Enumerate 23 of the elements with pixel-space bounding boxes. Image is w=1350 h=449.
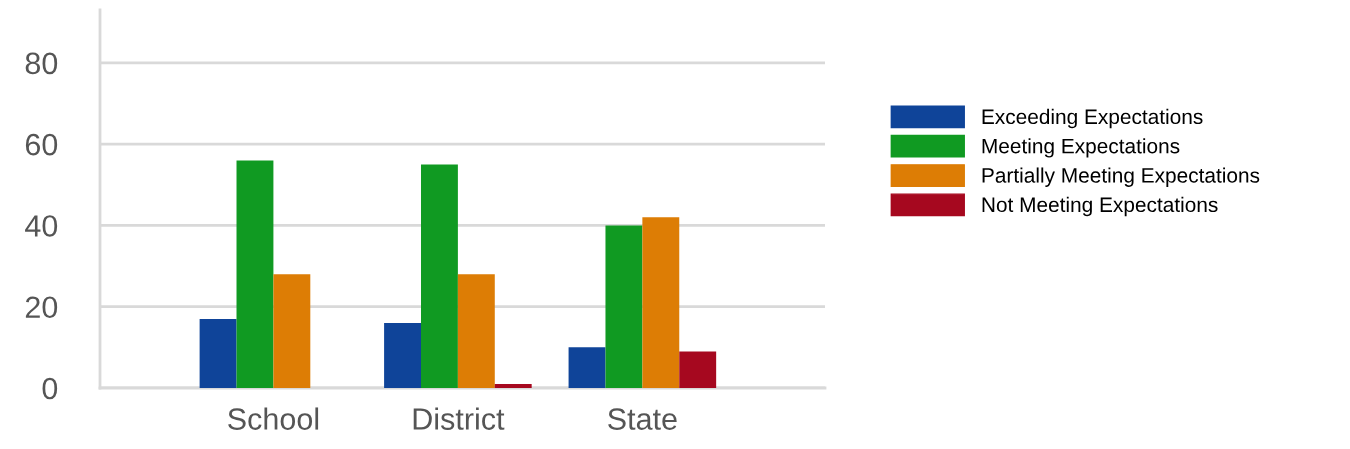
bar (568, 347, 606, 388)
legend-label: Meeting Expectations (982, 138, 1180, 158)
bar (236, 160, 274, 388)
y-tick-label: 60 (25, 133, 58, 156)
bar (420, 164, 458, 388)
y-tick-label: 40 (25, 215, 58, 237)
x-tick-label: State (608, 408, 677, 430)
bar (273, 274, 311, 388)
x-tick-label: School (228, 407, 319, 430)
x-tick-label: District (413, 407, 505, 430)
bar (199, 318, 237, 388)
y-tick-label: 0 (42, 377, 58, 400)
legend-label: Exceeding Expectations (982, 108, 1203, 129)
y-tick-label: 80 (25, 52, 58, 75)
bar (494, 383, 532, 388)
legend-label: Partially Meeting Expectations (982, 167, 1260, 187)
legend-label: Not Meeting Expectations (982, 196, 1218, 217)
y-tick-label: 20 (25, 296, 58, 319)
bar (457, 274, 495, 388)
bar (605, 225, 643, 388)
bar (384, 322, 421, 388)
bar (679, 351, 717, 388)
bar (642, 217, 680, 388)
